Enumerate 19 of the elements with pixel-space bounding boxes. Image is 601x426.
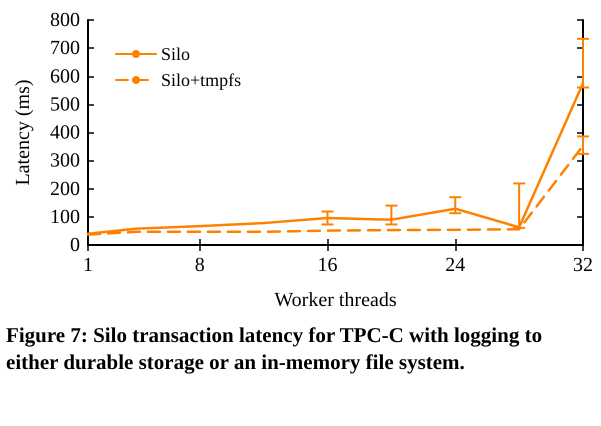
x-tick-label: 16 bbox=[318, 254, 338, 276]
y-tick-label: 700 bbox=[50, 37, 80, 60]
y-tick-label: 200 bbox=[50, 178, 80, 200]
x-tick-label: 24 bbox=[445, 254, 466, 276]
y-tick-label: 100 bbox=[50, 206, 80, 228]
y-tick-label: 400 bbox=[50, 122, 80, 144]
y-tick-label: 600 bbox=[50, 65, 80, 88]
x-axis-title: Worker threads bbox=[274, 289, 397, 311]
legend-label: Silo bbox=[161, 44, 190, 64]
x-tick-label: 32 bbox=[573, 254, 593, 276]
x-tick-label: 1 bbox=[83, 254, 93, 276]
legend-label: Silo+tmpfs bbox=[161, 70, 242, 90]
y-tick-label: 300 bbox=[50, 150, 80, 172]
y-tick-label: 0 bbox=[70, 234, 80, 256]
y-tick-label: 800 bbox=[50, 9, 80, 31]
y-axis-title: Latency (ms) bbox=[12, 79, 34, 186]
caption: Figure 7: Silo transaction latency for TPC-C with logging to either durable storage or an in-memory file system. bbox=[6, 322, 544, 376]
x-tick-label: 8 bbox=[194, 254, 205, 276]
y-tick-label: 500 bbox=[50, 93, 80, 116]
